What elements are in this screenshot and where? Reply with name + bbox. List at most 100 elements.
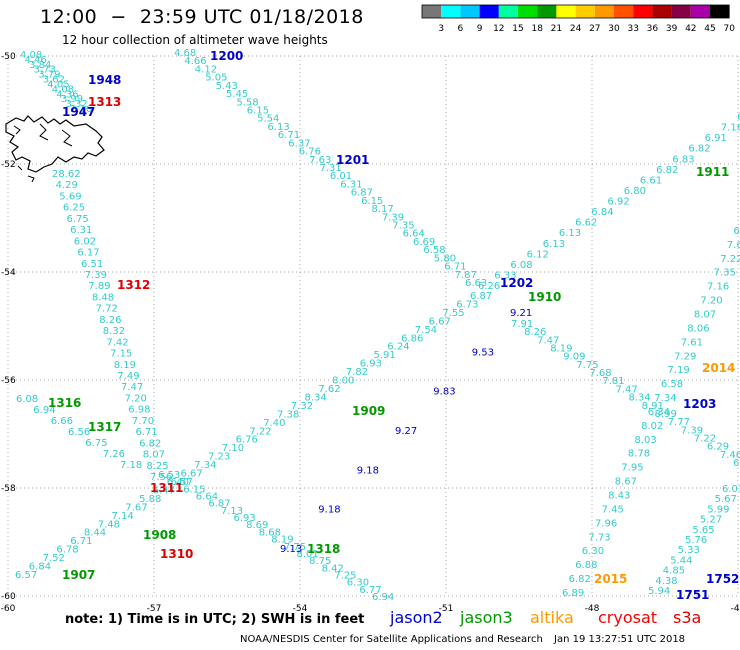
- pass-time-label: 1318: [307, 542, 340, 556]
- wave-height-value: 5.54: [257, 114, 279, 125]
- wave-height-value: 9.53: [472, 347, 494, 358]
- colorbar-label: 24: [570, 24, 582, 34]
- wave-height-value: 6.64: [196, 492, 218, 503]
- wave-height-value: 5.80: [434, 253, 456, 264]
- wave-height-value: 9.27: [395, 426, 417, 437]
- wave-height-value: 5.27: [700, 515, 722, 526]
- longitude-label: -57: [147, 604, 162, 614]
- colorbar-label: 9: [477, 24, 483, 34]
- wave-height-value: 7.26: [103, 449, 125, 460]
- wave-height-value: 5.69: [59, 191, 81, 202]
- wave-height-value: 7.68: [589, 368, 611, 379]
- pass-time-label: 1316: [48, 396, 81, 410]
- wave-height-value: 6.64: [403, 229, 425, 240]
- colorbar-frame: [421, 4, 730, 19]
- colorbar-label: 21: [551, 24, 562, 34]
- wave-height-value: 7.39: [382, 212, 404, 223]
- wave-height-value: 9.09: [563, 352, 585, 363]
- wave-height-value: 7.82: [346, 367, 368, 378]
- latitude-label: -52: [1, 160, 16, 170]
- wave-height-value: 6.77: [359, 585, 381, 596]
- pass-time-label: 1310: [160, 547, 193, 561]
- wave-height-value: 3.84: [29, 60, 51, 71]
- wave-height-value: 8.02: [641, 421, 663, 432]
- wave-height-value: 7.22: [249, 426, 271, 437]
- wave-height-value: 8.78: [628, 449, 650, 460]
- wave-height-value: 6.92: [608, 197, 630, 208]
- wave-height-value: 3.32: [66, 99, 88, 110]
- wave-height-value: 6.17: [77, 248, 99, 259]
- legend-cryosat: cryosat: [598, 608, 658, 627]
- wave-height-value: 8.03: [635, 435, 657, 446]
- longitude-label: -45: [731, 604, 740, 614]
- wave-height-value: 8.34: [305, 393, 327, 404]
- wave-height-value: 3.73: [34, 65, 56, 76]
- pass-time-label: 1908: [143, 528, 176, 542]
- colorbar-swatch: [556, 5, 576, 18]
- wave-height-value: 6.08: [510, 260, 532, 271]
- pass-time-label: 1311: [150, 481, 183, 495]
- colorbar-label: 39: [666, 24, 678, 34]
- wave-height-value: 7.19: [668, 365, 690, 376]
- pass-time-label: 1317: [88, 420, 121, 434]
- wave-height-value: 9.13: [280, 544, 302, 555]
- colorbar-label: 45: [704, 24, 715, 34]
- colorbar-swatch: [652, 5, 672, 18]
- pass-time-label: 1201: [336, 153, 369, 167]
- wave-height-value: 6.62: [575, 218, 597, 229]
- footer-credit: NOAA/NESDIS Center for Satellite Applica…: [240, 634, 543, 645]
- colorbar-swatch: [710, 5, 730, 18]
- wave-height-value: 8.69: [246, 520, 268, 531]
- wave-height-value: 5.94: [648, 586, 670, 597]
- colorbar-label: 27: [589, 24, 600, 34]
- wave-height-value: 9.83: [433, 387, 455, 398]
- wave-height-value: 5.45: [226, 89, 248, 100]
- wave-height-value: 8.32: [103, 326, 125, 337]
- wave-height-value: 8.48: [92, 292, 114, 303]
- wave-height-value: 6.71: [444, 262, 466, 273]
- footer-timestamp: Jan 19 13:27:51 UTC 2018: [554, 634, 686, 645]
- wave-height-value: 7.96: [595, 518, 617, 529]
- wave-height-value: 6.13: [559, 228, 581, 239]
- colorbar-label: 3: [438, 24, 444, 34]
- wave-height-value: 8.07: [694, 310, 716, 321]
- wave-height-value: 8.19: [550, 344, 572, 355]
- wave-height-value: 6.75: [85, 438, 107, 449]
- wave-height-value: 6.12: [527, 249, 549, 260]
- wave-height-value: 7.48: [98, 519, 120, 530]
- colorbar-label: 42: [685, 24, 696, 34]
- wave-height-value: 7.35: [392, 221, 414, 232]
- wave-height-value: 6.57: [171, 477, 193, 488]
- legend-altika: altika: [530, 608, 574, 627]
- wave-height-value: 6.30: [347, 578, 369, 589]
- wave-height-value: 6.63: [465, 278, 487, 289]
- wave-height-value: 7.34: [654, 393, 676, 404]
- wave-height-value: 7.54: [415, 325, 437, 336]
- wave-height-value: 8.68: [259, 527, 281, 538]
- wave-height-value: 4.46: [25, 55, 47, 66]
- wave-height-value: 6.93: [234, 513, 256, 524]
- wave-height-value: 6.13: [268, 122, 290, 133]
- wave-height-value: 6.26: [478, 281, 500, 292]
- colorbar-label: 30: [608, 24, 620, 34]
- wave-height-value: 5.44: [670, 555, 692, 566]
- wave-height-value: 7.42: [106, 337, 128, 348]
- wave-height-value: 6.94: [33, 405, 55, 416]
- colorbar-swatch: [479, 5, 499, 18]
- wave-height-value: 6.69: [733, 226, 740, 237]
- wave-height-value: 6.23: [737, 112, 740, 123]
- pass-time-label: 1948: [88, 73, 121, 87]
- pass-time-label: 1911: [696, 165, 729, 179]
- wave-height-value: 7.47: [537, 335, 559, 346]
- falkland-islands-coastline: [5, 115, 105, 183]
- wave-height-value: 7.20: [700, 296, 722, 307]
- wave-height-value: 5.76: [685, 535, 707, 546]
- wave-height-value: 6.87: [351, 188, 373, 199]
- wave-height-value: 6.01: [330, 171, 352, 182]
- pass-time-label: 1751: [676, 588, 709, 602]
- wave-height-value: 8.99: [655, 409, 677, 420]
- wave-height-value: 6.29: [707, 442, 729, 453]
